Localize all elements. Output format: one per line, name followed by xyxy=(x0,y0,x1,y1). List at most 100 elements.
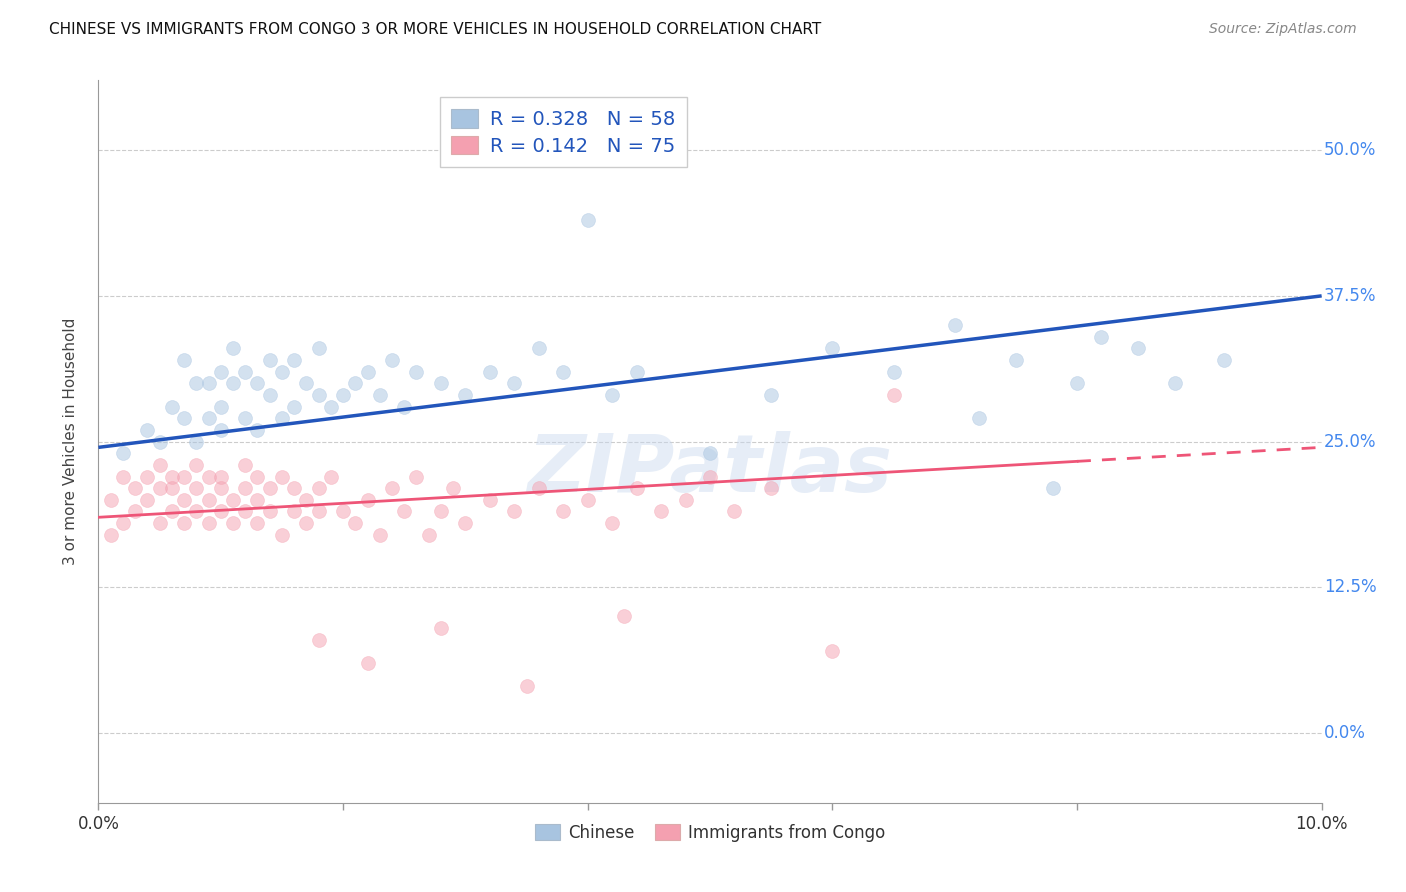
Point xyxy=(478,365,501,379)
Point xyxy=(295,516,318,530)
Point xyxy=(405,469,427,483)
Point xyxy=(270,411,292,425)
Point xyxy=(259,504,281,518)
Point xyxy=(283,504,305,518)
Point xyxy=(149,481,172,495)
Point xyxy=(270,469,292,483)
Point xyxy=(233,365,256,379)
Point xyxy=(723,504,745,518)
Text: 37.5%: 37.5% xyxy=(1324,287,1376,305)
Point xyxy=(430,504,453,518)
Point xyxy=(197,469,219,483)
Point xyxy=(503,504,526,518)
Point xyxy=(516,679,538,693)
Point xyxy=(209,504,232,518)
Point xyxy=(197,376,219,391)
Point xyxy=(233,504,256,518)
Point xyxy=(1164,376,1187,391)
Point xyxy=(173,492,195,507)
Point xyxy=(675,492,697,507)
Point xyxy=(160,481,183,495)
Point xyxy=(308,632,330,647)
Point xyxy=(454,516,477,530)
Point xyxy=(186,434,208,449)
Point xyxy=(186,376,208,391)
Text: 0.0%: 0.0% xyxy=(1324,724,1367,742)
Point xyxy=(270,365,292,379)
Point xyxy=(209,481,232,495)
Point xyxy=(246,516,269,530)
Point xyxy=(149,516,172,530)
Point xyxy=(283,400,305,414)
Point xyxy=(222,376,245,391)
Point xyxy=(160,400,183,414)
Point xyxy=(821,341,844,355)
Point xyxy=(308,388,330,402)
Point xyxy=(650,504,672,518)
Point xyxy=(246,423,269,437)
Point xyxy=(356,492,378,507)
Point xyxy=(124,504,146,518)
Point xyxy=(283,481,305,495)
Point xyxy=(699,469,721,483)
Point xyxy=(759,388,782,402)
Point xyxy=(111,516,134,530)
Point xyxy=(197,516,219,530)
Point xyxy=(553,365,575,379)
Point xyxy=(368,528,391,542)
Point xyxy=(1004,353,1026,368)
Point xyxy=(1066,376,1088,391)
Point xyxy=(136,423,159,437)
Point xyxy=(821,644,844,658)
Point xyxy=(186,504,208,518)
Point xyxy=(233,411,256,425)
Point xyxy=(699,446,721,460)
Point xyxy=(319,469,342,483)
Point xyxy=(283,353,305,368)
Point xyxy=(527,341,550,355)
Point xyxy=(613,609,636,624)
Point xyxy=(943,318,966,332)
Point xyxy=(186,481,208,495)
Point xyxy=(160,504,183,518)
Point xyxy=(295,376,318,391)
Point xyxy=(883,388,905,402)
Point xyxy=(233,481,256,495)
Point xyxy=(600,516,623,530)
Point xyxy=(381,481,404,495)
Point xyxy=(883,365,905,379)
Text: 50.0%: 50.0% xyxy=(1324,141,1376,159)
Point xyxy=(1212,353,1234,368)
Point xyxy=(124,481,146,495)
Point xyxy=(173,469,195,483)
Point xyxy=(209,469,232,483)
Point xyxy=(967,411,990,425)
Y-axis label: 3 or more Vehicles in Household: 3 or more Vehicles in Household xyxy=(63,318,77,566)
Point xyxy=(368,388,391,402)
Text: 12.5%: 12.5% xyxy=(1324,578,1376,596)
Point xyxy=(209,400,232,414)
Point xyxy=(344,376,367,391)
Point xyxy=(136,469,159,483)
Point xyxy=(246,492,269,507)
Point xyxy=(356,365,378,379)
Point xyxy=(308,504,330,518)
Point xyxy=(332,388,354,402)
Point xyxy=(418,528,440,542)
Point xyxy=(186,458,208,472)
Point xyxy=(503,376,526,391)
Point xyxy=(1090,329,1112,343)
Point xyxy=(173,353,195,368)
Text: 25.0%: 25.0% xyxy=(1324,433,1376,450)
Point xyxy=(576,492,599,507)
Point xyxy=(259,388,281,402)
Point xyxy=(553,504,575,518)
Point xyxy=(197,411,219,425)
Point xyxy=(332,504,354,518)
Point xyxy=(173,516,195,530)
Point xyxy=(1042,481,1064,495)
Point xyxy=(222,516,245,530)
Point xyxy=(149,458,172,472)
Point xyxy=(430,621,453,635)
Point xyxy=(136,492,159,507)
